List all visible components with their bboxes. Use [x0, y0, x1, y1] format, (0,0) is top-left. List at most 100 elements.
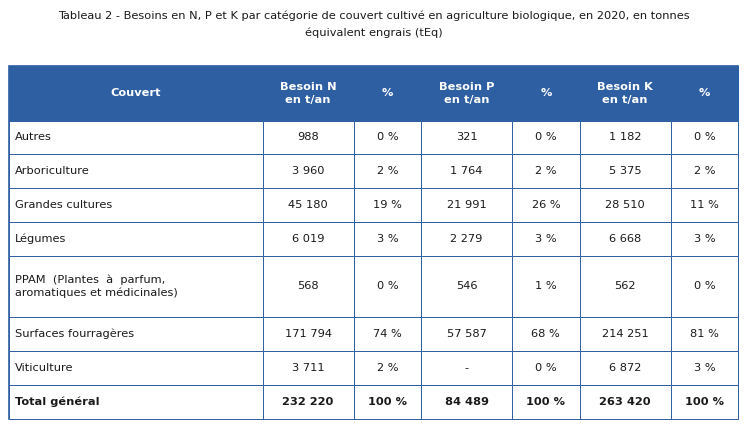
Bar [353, 385, 421, 419]
Text: Tableau 2 - Besoins en N, P et K par catégorie de couvert cultivé en agriculture: Tableau 2 - Besoins en N, P et K par cat… [58, 11, 689, 21]
Bar [262, 317, 353, 351]
Bar [580, 188, 671, 222]
Bar [9, 121, 262, 155]
Bar [262, 351, 353, 385]
Text: Autres: Autres [15, 133, 52, 143]
Text: 0 %: 0 % [376, 133, 398, 143]
Text: équivalent engrais (tEq): équivalent engrais (tEq) [305, 28, 442, 39]
Bar [671, 351, 738, 385]
Bar [262, 121, 353, 155]
Text: 562: 562 [614, 282, 636, 291]
Bar [421, 256, 512, 317]
Bar [512, 385, 580, 419]
Text: 6 019: 6 019 [292, 234, 324, 244]
Text: 0 %: 0 % [693, 133, 715, 143]
Text: Couvert: Couvert [111, 89, 161, 98]
Bar [9, 317, 262, 351]
Text: 0 %: 0 % [535, 133, 557, 143]
Text: 100 %: 100 % [685, 397, 724, 407]
Text: 21 991: 21 991 [447, 200, 486, 210]
Bar [421, 188, 512, 222]
Text: 6 668: 6 668 [609, 234, 641, 244]
Text: 100 %: 100 % [368, 397, 407, 407]
Bar [353, 317, 421, 351]
Bar [353, 222, 421, 256]
Bar [421, 385, 512, 419]
Text: 100 %: 100 % [527, 397, 565, 407]
Text: Besoin K
en t/an: Besoin K en t/an [597, 82, 653, 104]
Text: %: % [698, 89, 710, 98]
Text: 2 %: 2 % [694, 166, 715, 176]
Bar [353, 256, 421, 317]
Bar [353, 66, 421, 121]
Bar [262, 188, 353, 222]
Bar [421, 155, 512, 188]
Bar [512, 66, 580, 121]
Bar [580, 66, 671, 121]
Bar [580, 155, 671, 188]
Text: 0 %: 0 % [693, 282, 715, 291]
Text: %: % [540, 89, 551, 98]
Bar [262, 385, 353, 419]
Bar [262, 66, 353, 121]
Text: 3 %: 3 % [535, 234, 557, 244]
Text: 6 872: 6 872 [609, 363, 641, 373]
Text: 81 %: 81 % [690, 329, 719, 339]
Text: Total général: Total général [15, 396, 99, 407]
Bar [262, 155, 353, 188]
Bar [512, 121, 580, 155]
Text: PPAM  (Plantes  à  parfum,
aromatiques et médicinales): PPAM (Plantes à parfum, aromatiques et m… [15, 275, 178, 298]
Bar [262, 222, 353, 256]
Bar [421, 66, 512, 121]
Bar [512, 222, 580, 256]
Bar [580, 222, 671, 256]
Text: 5 375: 5 375 [609, 166, 642, 176]
Bar [9, 155, 262, 188]
Bar [421, 222, 512, 256]
Text: Arboriculture: Arboriculture [15, 166, 90, 176]
Text: 2 %: 2 % [535, 166, 557, 176]
Text: 3 %: 3 % [376, 234, 398, 244]
Text: 214 251: 214 251 [602, 329, 648, 339]
Bar [671, 121, 738, 155]
Text: 2 279: 2 279 [450, 234, 483, 244]
Bar [512, 188, 580, 222]
Bar [353, 188, 421, 222]
Text: 321: 321 [456, 133, 477, 143]
Text: 45 180: 45 180 [288, 200, 328, 210]
Text: 84 489: 84 489 [444, 397, 489, 407]
Text: 1 182: 1 182 [609, 133, 642, 143]
Bar [9, 188, 262, 222]
Text: 74 %: 74 % [373, 329, 402, 339]
Bar [9, 351, 262, 385]
Text: 57 587: 57 587 [447, 329, 486, 339]
Bar [671, 385, 738, 419]
Bar [580, 317, 671, 351]
Text: -: - [465, 363, 468, 373]
Text: 568: 568 [297, 282, 319, 291]
Text: 2 %: 2 % [376, 166, 398, 176]
Bar [421, 121, 512, 155]
Text: 988: 988 [297, 133, 319, 143]
Text: %: % [382, 89, 393, 98]
Bar [671, 256, 738, 317]
Text: 3 %: 3 % [693, 363, 715, 373]
Text: 1 %: 1 % [535, 282, 557, 291]
Bar [353, 155, 421, 188]
Bar [421, 351, 512, 385]
Text: 28 510: 28 510 [605, 200, 645, 210]
Bar [9, 66, 738, 419]
Text: 3 960: 3 960 [292, 166, 324, 176]
Text: 0 %: 0 % [535, 363, 557, 373]
Bar [512, 317, 580, 351]
Text: 171 794: 171 794 [285, 329, 332, 339]
Text: Grandes cultures: Grandes cultures [15, 200, 112, 210]
Text: Besoin P
en t/an: Besoin P en t/an [439, 82, 495, 104]
Bar [671, 155, 738, 188]
Text: 68 %: 68 % [531, 329, 560, 339]
Text: 1 764: 1 764 [450, 166, 483, 176]
Text: Légumes: Légumes [15, 234, 66, 244]
Bar [353, 351, 421, 385]
Bar [671, 66, 738, 121]
Bar [512, 256, 580, 317]
